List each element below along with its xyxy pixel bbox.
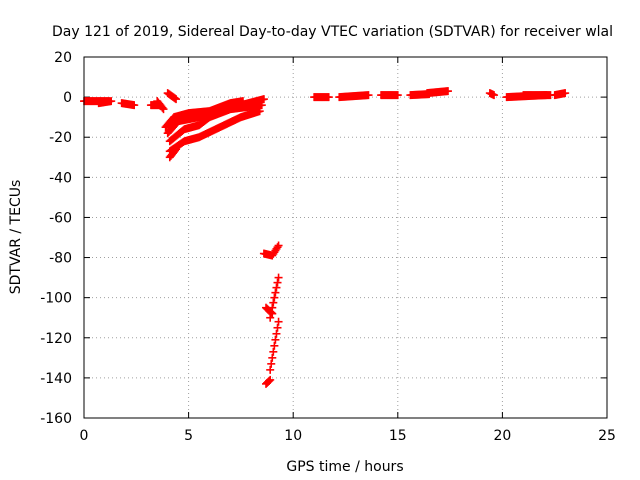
data-point [444, 87, 453, 96]
x-tick-label: 5 [184, 428, 193, 444]
y-tick-label: -40 [49, 170, 72, 186]
data-point [172, 145, 181, 154]
data-point [272, 329, 281, 338]
chart-title: Day 121 of 2019, Sidereal Day-to-day VTE… [52, 24, 613, 40]
data-point [130, 101, 139, 110]
data-point [274, 273, 283, 282]
y-tick-label: -140 [40, 371, 72, 387]
data-point [270, 341, 279, 350]
data-point [274, 317, 283, 326]
y-tick-label: -60 [49, 210, 72, 226]
data-point [267, 359, 276, 368]
data-point [490, 91, 499, 100]
data-point [107, 97, 116, 106]
data-point [158, 103, 167, 112]
y-tick-label: 20 [54, 50, 72, 66]
data-point [259, 95, 268, 104]
data-point [266, 365, 275, 374]
data-point [172, 95, 181, 104]
x-tick-label: 25 [598, 428, 616, 444]
y-tick-label: -100 [40, 291, 72, 307]
data-point [561, 89, 570, 98]
data-point [271, 288, 280, 297]
y-tick-label: -120 [40, 331, 72, 347]
x-tick-labels: 0 5 10 15 20 25 [80, 428, 616, 444]
data-point [273, 243, 282, 252]
data-point [266, 313, 275, 322]
y-tick-label: -20 [49, 130, 72, 146]
data-point [268, 353, 277, 362]
y-tick-label: -80 [49, 251, 72, 267]
data-point [269, 298, 278, 307]
data-point [271, 335, 280, 344]
y-tick-label: -160 [40, 411, 72, 427]
data-point [324, 93, 333, 102]
data-point [274, 241, 283, 250]
data-point [171, 146, 180, 155]
data-point [270, 293, 279, 302]
data-point [268, 303, 277, 312]
data-point [257, 101, 266, 110]
y-axis-label: SDTVAR / TECUs [8, 180, 24, 295]
data-point [159, 105, 168, 114]
y-tick-labels: -160 -140 -120 -100 -80 -60 -40 -20 0 20 [40, 50, 72, 427]
data-points [80, 87, 570, 388]
grid-lines [84, 57, 607, 418]
x-axis-label: GPS time / hours [286, 459, 403, 475]
y-tick-label: 0 [63, 90, 72, 106]
plot-frame [83, 56, 608, 419]
data-point [273, 278, 282, 287]
data-point [255, 107, 264, 116]
x-tick-label: 15 [389, 428, 407, 444]
x-tick-label: 10 [284, 428, 302, 444]
x-tick-label: 20 [493, 428, 511, 444]
data-point [272, 283, 281, 292]
data-point [265, 376, 274, 385]
data-point [267, 308, 276, 317]
data-point [273, 323, 282, 332]
data-point [393, 91, 402, 100]
x-tick-label: 0 [80, 428, 89, 444]
data-point [266, 375, 275, 384]
data-point [364, 91, 373, 100]
data-point [269, 347, 278, 356]
